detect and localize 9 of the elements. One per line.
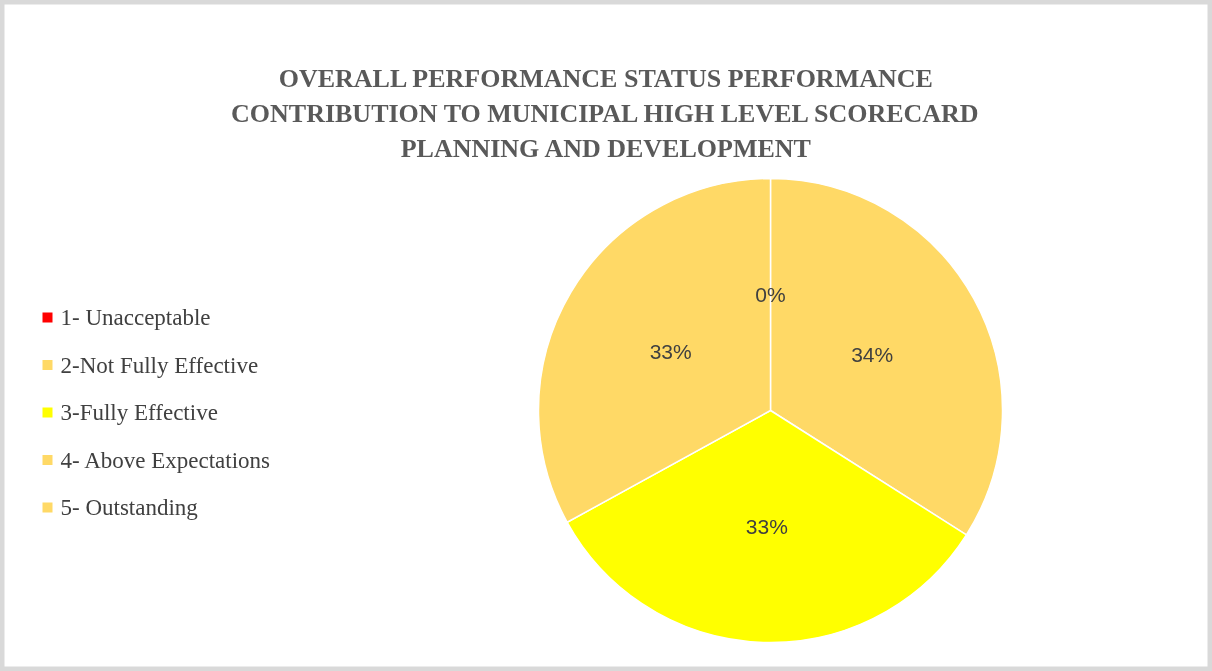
data-label: 33%	[649, 339, 692, 363]
legend-label: 3-Fully Effective	[60, 400, 218, 425]
data-label: 34%	[851, 343, 894, 367]
chart-title: OVERALL PERFORMANCE STATUS PERFORMANCE CONTRIBUTION TO MUNICIPAL HIGH LEVEL SCORECARD PLANNING AND DEVELOPMENT	[231, 64, 979, 163]
legend-label: 4- Above Expectations	[60, 447, 271, 473]
legend-label: 2-Not Fully Effective	[60, 352, 259, 378]
data-label: 33%	[745, 514, 788, 538]
legend-label: 1- Unacceptable	[60, 305, 211, 330]
legend-label: 5- Outstanding	[60, 495, 199, 520]
